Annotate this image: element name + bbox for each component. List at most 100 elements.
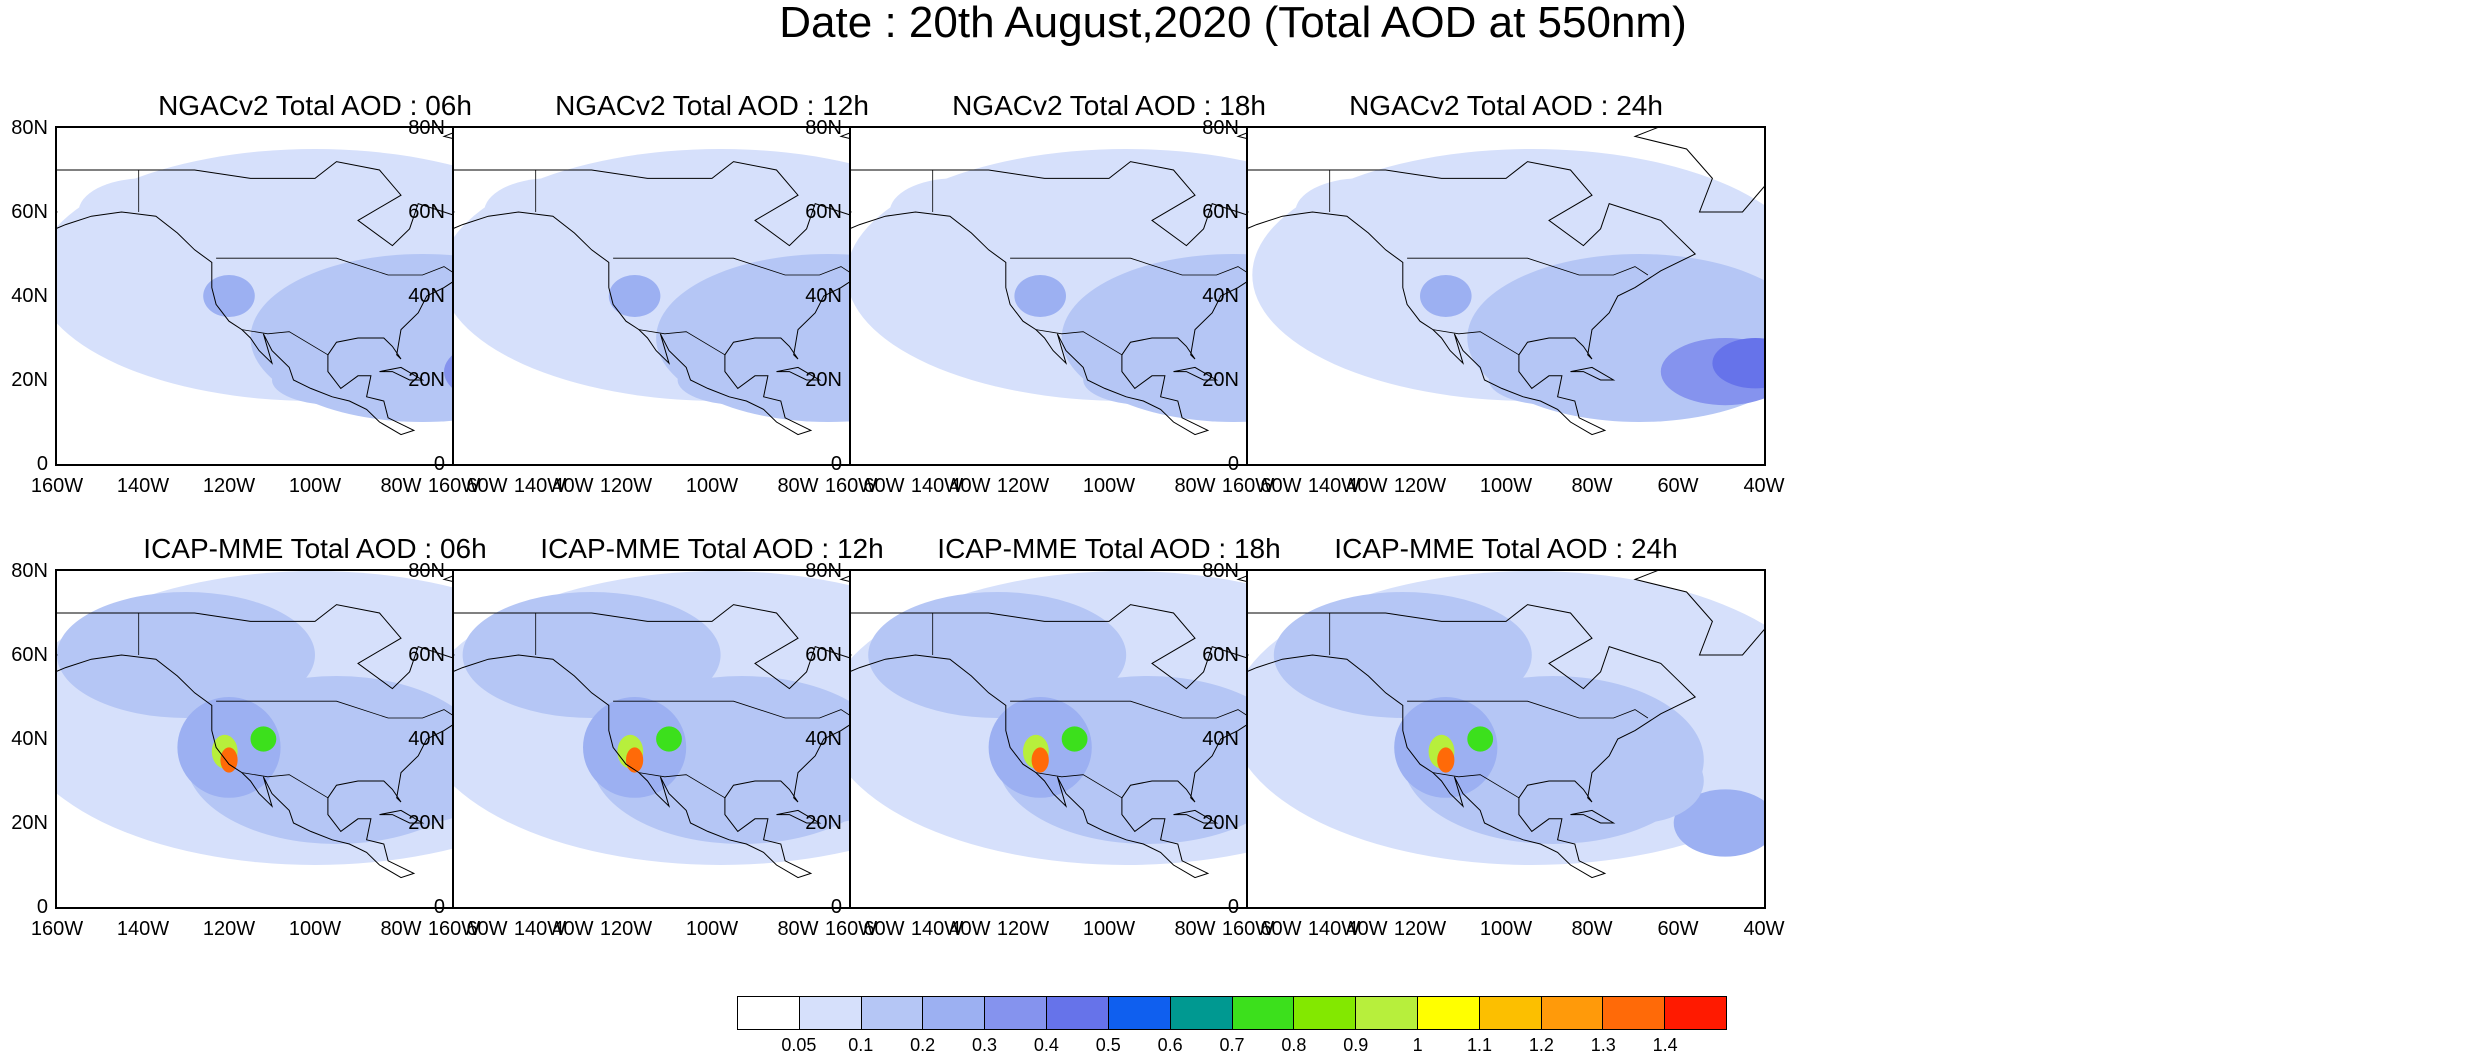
country-border — [638, 329, 726, 356]
colorbar-swatch — [738, 997, 800, 1029]
aod-region — [1467, 726, 1494, 752]
latitude-label: 0 — [1227, 453, 1239, 475]
aod-region — [250, 726, 277, 752]
colorbar-swatch — [1479, 997, 1542, 1029]
longitude-label: 40W — [1346, 918, 1388, 940]
latitude-label: 0 — [830, 896, 842, 918]
aod-region — [220, 747, 238, 773]
colorbar-swatch — [1665, 997, 1726, 1029]
latitude-label: 60N — [1202, 201, 1239, 223]
country-border — [216, 257, 458, 276]
longitude-label: 40W — [949, 918, 991, 940]
coastline — [1248, 604, 1697, 879]
aod-map — [1246, 126, 1766, 466]
colorbar-label: 1.4 — [1652, 1035, 1678, 1055]
latitude-label: 80N — [805, 560, 842, 582]
colorbar-label: 1.3 — [1590, 1035, 1616, 1055]
aod-region — [1673, 789, 1764, 857]
country-border — [241, 329, 329, 356]
longitude-label: 120W — [202, 918, 256, 940]
longitude-label: 60W — [863, 475, 905, 497]
aod-field — [851, 571, 1367, 879]
longitude-label: 100W — [1082, 918, 1136, 940]
longitude-label: 60W — [1260, 918, 1302, 940]
latitude-label: 20N — [1202, 369, 1239, 391]
coastline — [1173, 366, 1219, 381]
colorbar-label: 0.5 — [1095, 1035, 1121, 1055]
aod-field — [851, 128, 1367, 436]
colorbar-swatch — [1417, 997, 1480, 1029]
colorbar-swatch — [799, 997, 862, 1029]
aod-region — [1061, 726, 1088, 752]
latitude-label: 20N — [408, 369, 445, 391]
colorbar-label: 1 — [1412, 1035, 1423, 1055]
coastline — [776, 366, 822, 381]
map-panel: NGACv2 Total AOD : 24h 80N 60N 40N 20N 0 160W 1… — [1191, 90, 1784, 530]
longitude-label: 40W — [552, 475, 594, 497]
latitude-label: 60N — [11, 201, 48, 223]
longitude-label: 80W — [380, 475, 422, 497]
aod-region — [462, 592, 721, 718]
longitude-label: 160W — [1221, 475, 1275, 497]
longitude-label: 120W — [996, 918, 1050, 940]
country-border — [1407, 257, 1649, 276]
colorbar-swatch — [1108, 997, 1171, 1029]
colorbar-label: 0.4 — [1033, 1035, 1059, 1055]
longitude-label: 60W — [466, 475, 508, 497]
country-border — [241, 772, 329, 799]
latitude-label: 20N — [1202, 812, 1239, 834]
aod-region — [57, 592, 315, 718]
country-border — [613, 257, 855, 276]
latitude-label: 0 — [36, 453, 48, 475]
latitude-label: 0 — [1227, 896, 1239, 918]
longitude-label: 140W — [116, 918, 170, 940]
aod-region — [889, 178, 1019, 246]
longitude-label: 160W — [30, 475, 84, 497]
longitude-label: 80W — [777, 475, 819, 497]
aod-region — [1273, 592, 1532, 718]
longitude-label: 120W — [599, 918, 653, 940]
latitude-label: 40N — [805, 728, 842, 750]
colorbar-label: 0.05 — [781, 1035, 817, 1055]
coastline — [1633, 571, 1764, 656]
longitude-label: 120W — [996, 475, 1050, 497]
longitude-label: 160W — [1221, 918, 1275, 940]
longitude-label: 100W — [1479, 918, 1533, 940]
colorbar-label: 1.1 — [1466, 1035, 1493, 1055]
latitude-label: 60N — [805, 644, 842, 666]
panel-title: NGACv2 Total AOD : 06h — [158, 90, 472, 121]
colorbar-label: 0.6 — [1157, 1035, 1183, 1055]
coastline — [1570, 366, 1616, 381]
aod-region — [1420, 275, 1472, 317]
longitude-label: 60W — [1260, 475, 1302, 497]
longitude-label: 140W — [1307, 475, 1361, 497]
latitude-label: 80N — [408, 560, 445, 582]
latitude-label: 80N — [805, 117, 842, 139]
latitude-label: 0 — [433, 896, 445, 918]
aod-region — [656, 726, 682, 752]
latitude-label: 60N — [1202, 644, 1239, 666]
aod-field — [1248, 128, 1764, 436]
aod-region — [1712, 338, 1764, 389]
colorbar-swatch — [1170, 997, 1233, 1029]
longitude-label: 80W — [1174, 475, 1216, 497]
aod-map — [849, 569, 1369, 909]
aod-region — [1031, 747, 1049, 773]
longitude-label: 120W — [599, 475, 653, 497]
country-border — [1010, 700, 1252, 719]
latitude-label: 60N — [408, 201, 445, 223]
latitude-label: 20N — [11, 369, 48, 391]
country-border — [1010, 257, 1252, 276]
longitude-label: 140W — [910, 918, 964, 940]
country-border — [1035, 329, 1123, 356]
latitude-label: 40N — [1202, 728, 1239, 750]
aod-region — [203, 275, 255, 317]
aod-map — [1246, 569, 1766, 909]
colorbar-label: 0.2 — [910, 1035, 936, 1055]
colorbar-swatch — [1232, 997, 1295, 1029]
latitude-label: 60N — [408, 644, 445, 666]
latitude-label: 40N — [11, 728, 48, 750]
longitude-label: 60W — [1657, 475, 1699, 497]
colorbar-swatch — [1356, 997, 1418, 1029]
panel-title: NGACv2 Total AOD : 24h — [1349, 90, 1663, 121]
